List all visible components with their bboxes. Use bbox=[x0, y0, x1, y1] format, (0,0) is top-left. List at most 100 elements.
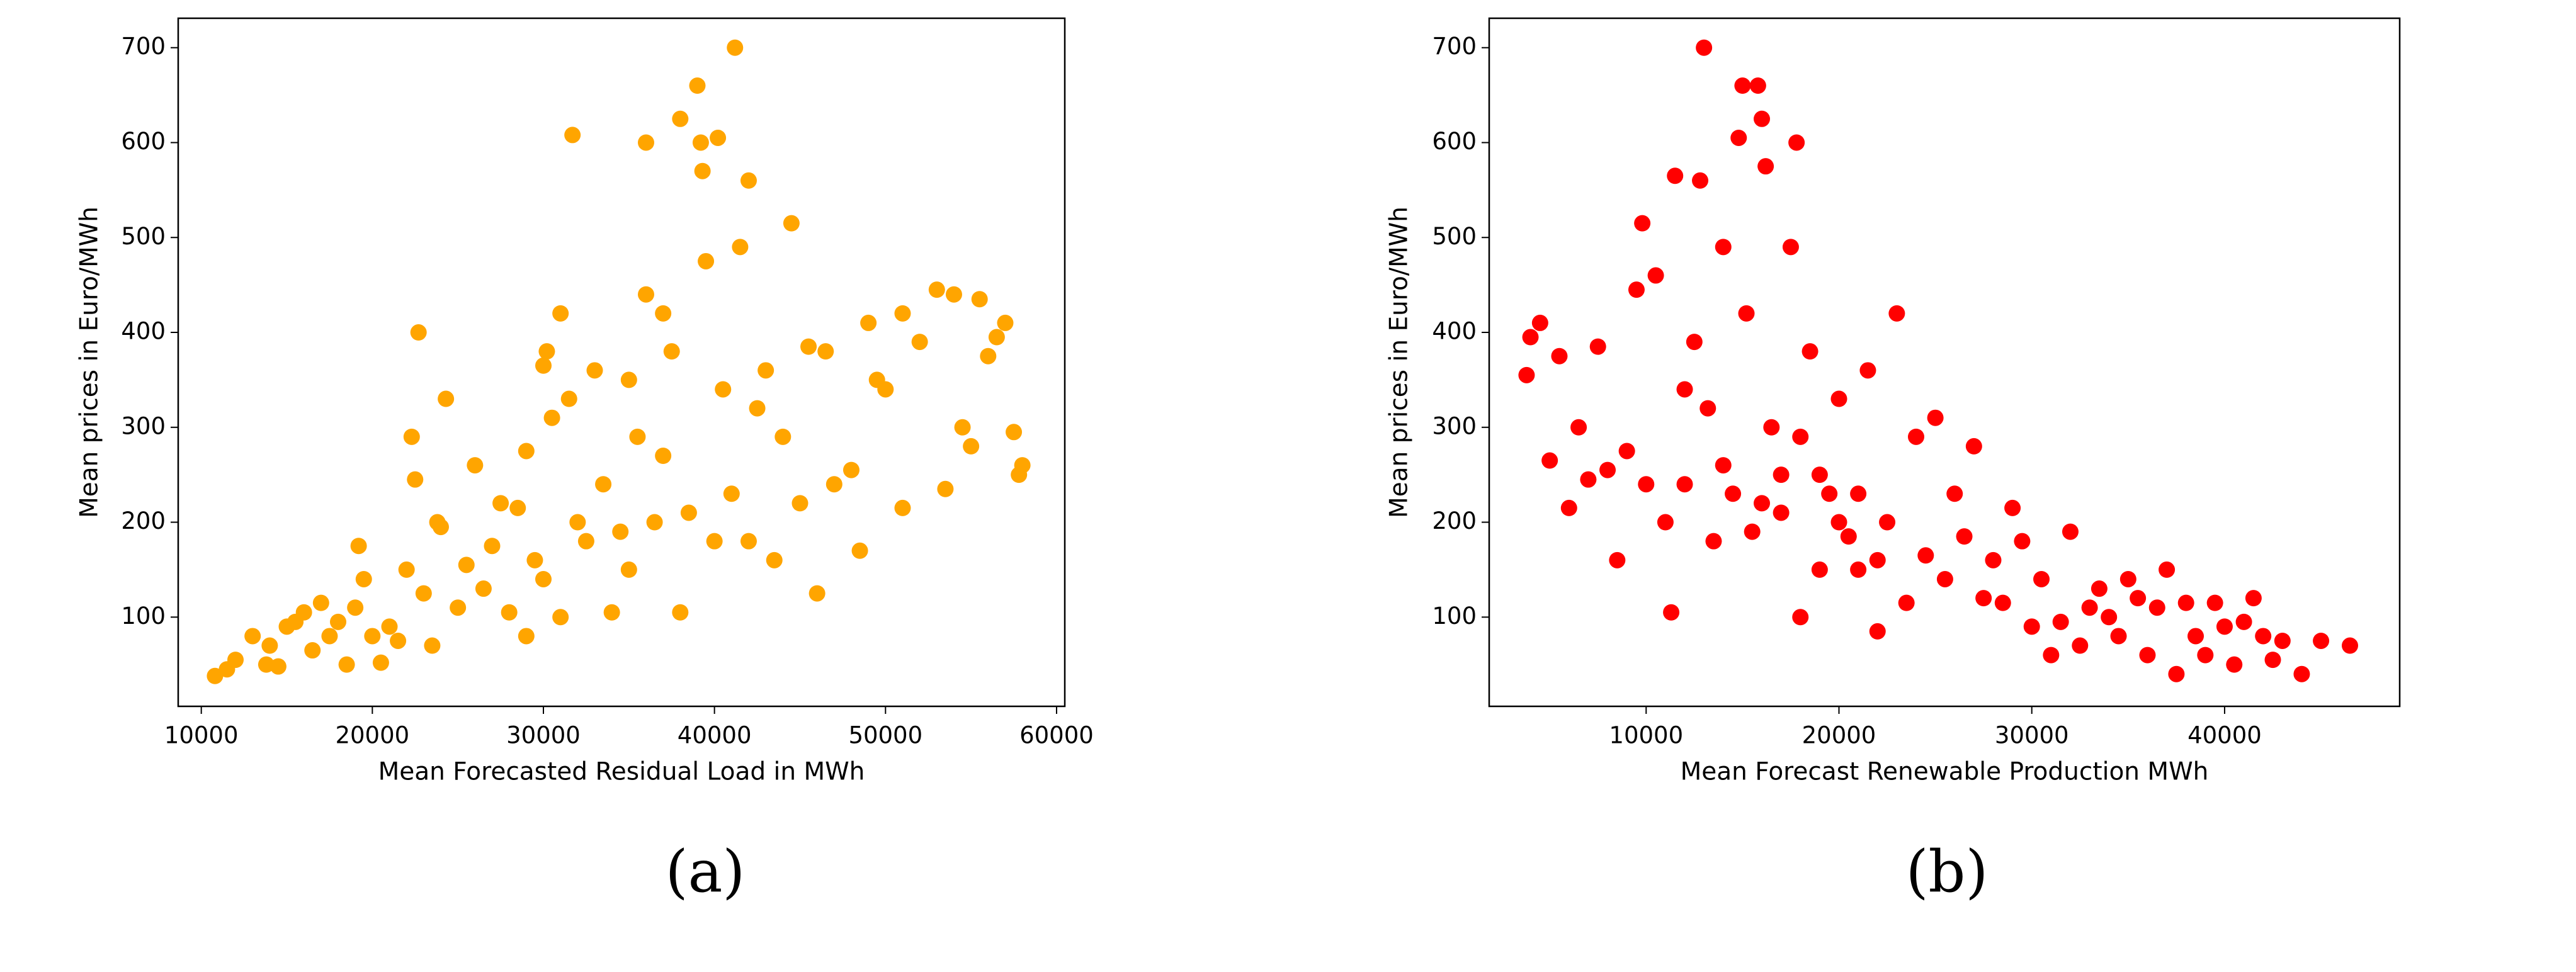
point bbox=[526, 551, 543, 568]
point bbox=[1628, 281, 1645, 298]
point bbox=[2245, 590, 2262, 607]
point bbox=[475, 580, 492, 597]
point bbox=[740, 172, 757, 189]
point bbox=[2081, 599, 2098, 616]
point bbox=[432, 519, 449, 536]
point bbox=[620, 371, 637, 388]
point bbox=[766, 551, 783, 568]
point bbox=[2130, 590, 2147, 607]
point bbox=[706, 533, 723, 550]
point bbox=[347, 599, 364, 616]
point bbox=[1638, 476, 1655, 493]
point bbox=[535, 357, 552, 374]
point bbox=[577, 533, 594, 550]
point bbox=[2341, 637, 2358, 654]
point bbox=[564, 127, 581, 144]
point bbox=[2062, 523, 2079, 540]
point bbox=[1541, 452, 1558, 469]
point bbox=[2091, 580, 2108, 597]
x-tick-label: 40000 bbox=[2187, 722, 2262, 749]
point bbox=[1744, 523, 1761, 540]
point bbox=[1869, 551, 1886, 568]
point bbox=[2148, 599, 2165, 616]
caption: (b) bbox=[1906, 838, 1989, 905]
point bbox=[954, 419, 971, 436]
point bbox=[424, 637, 441, 654]
point bbox=[637, 286, 654, 303]
y-tick-label: 600 bbox=[121, 128, 166, 155]
point bbox=[1888, 305, 1905, 322]
point bbox=[1715, 239, 1732, 256]
point bbox=[1705, 533, 1722, 550]
point bbox=[1634, 215, 1651, 232]
point bbox=[911, 334, 928, 351]
point bbox=[1738, 305, 1755, 322]
point bbox=[1715, 457, 1732, 474]
point bbox=[980, 348, 997, 364]
point bbox=[1850, 485, 1867, 502]
point bbox=[1811, 466, 1828, 483]
point bbox=[2052, 613, 2069, 630]
point bbox=[2139, 647, 2156, 664]
point bbox=[1869, 623, 1886, 640]
point bbox=[2110, 628, 2127, 645]
point bbox=[270, 658, 287, 675]
point bbox=[552, 305, 569, 322]
point bbox=[672, 604, 689, 621]
point bbox=[1792, 428, 1809, 445]
point bbox=[1692, 172, 1709, 189]
y-tick-label: 400 bbox=[121, 318, 166, 345]
point bbox=[603, 604, 620, 621]
point bbox=[1686, 334, 1703, 351]
point bbox=[1965, 438, 1982, 455]
point bbox=[1560, 499, 1577, 516]
point bbox=[518, 443, 535, 460]
point bbox=[543, 409, 560, 426]
point bbox=[1801, 343, 1819, 360]
point bbox=[1907, 428, 1924, 445]
x-axis-label: Mean Forecasted Residual Load in MWh bbox=[378, 758, 865, 786]
point bbox=[1676, 476, 1693, 493]
point bbox=[1749, 77, 1766, 94]
y-tick-label: 600 bbox=[1432, 128, 1477, 155]
point bbox=[1011, 466, 1028, 483]
point bbox=[227, 652, 244, 669]
point bbox=[1975, 590, 1992, 607]
point bbox=[2119, 570, 2136, 587]
point bbox=[937, 480, 954, 497]
point bbox=[509, 499, 526, 516]
point bbox=[1859, 362, 1876, 379]
point bbox=[792, 495, 809, 512]
point bbox=[740, 533, 757, 550]
point bbox=[1006, 424, 1023, 441]
point bbox=[689, 77, 706, 94]
point bbox=[407, 471, 424, 488]
point bbox=[860, 314, 877, 331]
point bbox=[727, 39, 744, 56]
point bbox=[1663, 604, 1680, 621]
point bbox=[415, 585, 432, 602]
point bbox=[1898, 594, 1915, 611]
y-axis-label: Mean prices in Euro/MWh bbox=[76, 206, 104, 518]
point bbox=[355, 570, 372, 587]
x-tick-label: 50000 bbox=[848, 722, 922, 749]
point bbox=[350, 538, 367, 555]
point bbox=[851, 542, 868, 559]
point bbox=[1570, 419, 1587, 436]
y-tick-label: 200 bbox=[121, 507, 166, 534]
point bbox=[620, 561, 637, 578]
x-tick-label: 40000 bbox=[678, 722, 752, 749]
point bbox=[1788, 134, 1805, 151]
point bbox=[1522, 329, 1539, 346]
point bbox=[1850, 561, 1867, 578]
point bbox=[2033, 570, 2050, 587]
point bbox=[894, 499, 911, 516]
point bbox=[655, 447, 672, 464]
point bbox=[1699, 400, 1716, 417]
point bbox=[826, 476, 843, 493]
point bbox=[552, 609, 569, 626]
point bbox=[698, 252, 715, 269]
point bbox=[1985, 551, 2002, 568]
point bbox=[438, 390, 455, 407]
point bbox=[723, 485, 740, 502]
